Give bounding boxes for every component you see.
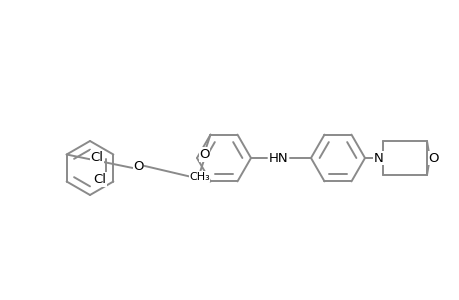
Text: Cl: Cl xyxy=(93,173,106,186)
Text: CH₃: CH₃ xyxy=(189,172,209,182)
Text: Cl: Cl xyxy=(90,151,103,164)
Text: HN: HN xyxy=(269,152,288,164)
Text: O: O xyxy=(428,152,438,164)
Text: N: N xyxy=(373,152,383,164)
Text: O: O xyxy=(199,148,209,161)
Text: O: O xyxy=(133,160,144,173)
